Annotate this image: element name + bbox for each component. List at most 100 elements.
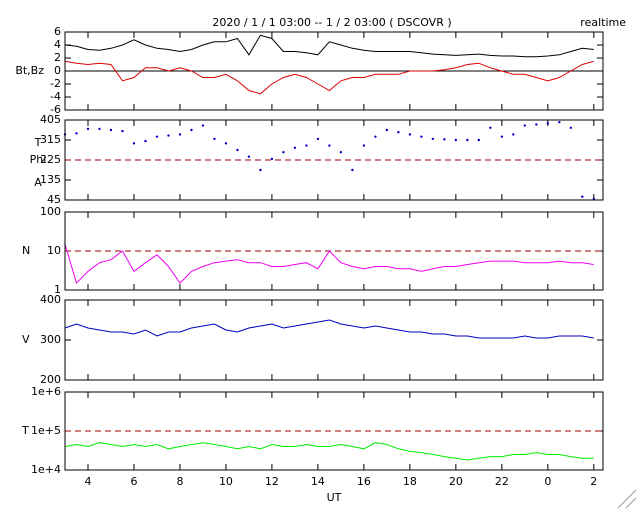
- data-point: [247, 155, 251, 158]
- chart-title: 2020 / 1 / 1 03:00 -- 1 / 2 03:00 ( DSCO…: [212, 16, 451, 29]
- data-point: [75, 132, 78, 135]
- x-tick-label: 2: [590, 475, 597, 488]
- y-tick-label: 405: [40, 113, 61, 126]
- y-axis-label: Phi: [30, 153, 47, 166]
- data-point: [592, 197, 596, 201]
- data-point: [397, 131, 400, 134]
- data-point: [500, 135, 504, 138]
- y-tick-label: 1e+6: [31, 385, 61, 398]
- x-tick-label: 22: [495, 475, 509, 488]
- resize-grip: [617, 489, 637, 509]
- resize-grip: [625, 497, 637, 509]
- x-tick-label: 8: [176, 475, 183, 488]
- y-axis-label: Bt,Bz: [15, 64, 44, 77]
- data-point: [259, 168, 262, 172]
- y-tick-label: 300: [40, 333, 61, 346]
- data-point: [385, 128, 389, 132]
- y-tick-label: -6: [50, 103, 61, 116]
- data-point: [454, 138, 458, 142]
- y-tick-label: 0: [54, 64, 61, 77]
- y-tick-label: 1e+5: [31, 424, 61, 437]
- data-point: [224, 142, 228, 145]
- y-tick-label: -4: [50, 90, 61, 103]
- panel-frame: [64, 31, 604, 111]
- x-tick-label: 10: [219, 475, 233, 488]
- panel-frame: [64, 211, 604, 291]
- y-tick-label: 225: [40, 153, 61, 166]
- data-point: [86, 127, 90, 131]
- data-point: [155, 135, 159, 138]
- y-tick-label: 6: [54, 25, 61, 38]
- data-point: [121, 129, 124, 133]
- data-point: [339, 151, 343, 154]
- data-point: [408, 133, 412, 136]
- data-point: [477, 138, 481, 142]
- data-line: [64, 319, 594, 339]
- y-axis-label: N: [22, 244, 30, 257]
- panel-frame: [64, 299, 604, 381]
- data-point: [420, 135, 423, 138]
- x-tick-label: 18: [403, 475, 417, 488]
- data-point: [443, 138, 446, 141]
- data-point: [109, 128, 113, 132]
- x-tick-label: 0: [544, 475, 551, 488]
- data-point: [282, 151, 285, 154]
- x-tick-label: 14: [311, 475, 325, 488]
- data-point: [293, 146, 297, 149]
- x-tick-label: 4: [84, 475, 91, 488]
- data-point: [167, 134, 170, 137]
- y-tick-label: 2: [54, 51, 61, 64]
- y-tick-label: 400: [40, 293, 61, 306]
- panel-frame: [64, 119, 604, 201]
- data-point: [144, 139, 147, 143]
- data-point: [178, 133, 182, 136]
- data-point: [535, 123, 538, 126]
- y-tick-label: 1e+4: [31, 463, 61, 476]
- data-point: [98, 127, 101, 131]
- data-point: [132, 142, 136, 145]
- data-line: [64, 34, 594, 58]
- x-axis-label: UT: [327, 491, 342, 504]
- y-axis-label: T: [34, 136, 42, 149]
- data-point: [362, 144, 366, 147]
- data-point: [374, 135, 377, 138]
- data-point: [213, 137, 216, 141]
- x-tick-label: 16: [357, 475, 371, 488]
- data-point: [466, 138, 469, 142]
- y-tick-label: 200: [40, 373, 61, 386]
- realtime-label: realtime: [580, 16, 626, 29]
- data-point: [305, 144, 308, 147]
- data-point: [558, 121, 561, 124]
- data-point: [236, 148, 239, 152]
- x-tick-label: 12: [265, 475, 279, 488]
- data-point: [512, 133, 515, 136]
- panel-frame: [64, 391, 604, 471]
- y-tick-label: 4: [54, 38, 61, 51]
- x-tick-label: 6: [130, 475, 137, 488]
- y-axis-label: T: [21, 424, 29, 437]
- data-point: [201, 124, 205, 127]
- y-tick-label: 10: [47, 244, 61, 257]
- data-point: [270, 157, 274, 161]
- data-point: [523, 124, 527, 127]
- data-point: [489, 126, 492, 129]
- y-axis-label: A: [34, 176, 42, 189]
- y-tick-label: -2: [50, 77, 61, 90]
- data-line: [64, 243, 594, 285]
- data-line: [64, 442, 594, 461]
- y-axis-label: V: [22, 333, 30, 346]
- data-point: [546, 122, 550, 125]
- data-point: [581, 195, 584, 198]
- data-point: [569, 126, 573, 129]
- y-tick-label: 135: [40, 173, 61, 186]
- data-line: [64, 60, 594, 95]
- y-tick-label: 45: [47, 193, 61, 206]
- data-point: [431, 137, 435, 141]
- x-tick-label: 20: [449, 475, 463, 488]
- y-tick-label: 315: [40, 133, 61, 146]
- data-point: [351, 168, 354, 172]
- data-point: [328, 144, 331, 147]
- y-tick-label: 100: [40, 205, 61, 218]
